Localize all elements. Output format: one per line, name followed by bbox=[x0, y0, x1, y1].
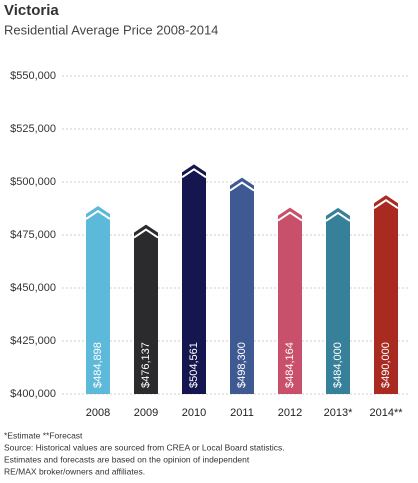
bar bbox=[134, 224, 158, 394]
chart-title: Victoria bbox=[4, 2, 59, 19]
footnote: *Estimate **Forecast bbox=[4, 430, 83, 440]
chart-subtitle: Residential Average Price 2008-2014 bbox=[4, 22, 218, 37]
value-label: $504,561 bbox=[188, 342, 200, 388]
bar-chevron bbox=[133, 228, 159, 239]
value-label: $484,000 bbox=[332, 342, 344, 388]
footnote: Source: Historical values are sourced fr… bbox=[4, 442, 285, 452]
value-label: $498,300 bbox=[236, 342, 248, 388]
bar bbox=[278, 207, 302, 394]
bar bbox=[326, 207, 350, 394]
bar-chevron bbox=[181, 168, 207, 179]
bar-chevron bbox=[277, 211, 303, 222]
x-tick-label: 2008 bbox=[86, 407, 110, 419]
y-tick-label: $475,000 bbox=[10, 229, 56, 241]
x-tick-label: 2010 bbox=[182, 407, 206, 419]
y-tick-label: $450,000 bbox=[10, 282, 56, 294]
y-tick-label: $425,000 bbox=[10, 335, 56, 347]
x-tick-label: 2014** bbox=[369, 407, 403, 419]
value-label: $476,137 bbox=[140, 342, 152, 388]
bar-chevron bbox=[229, 181, 255, 192]
bar bbox=[230, 177, 254, 394]
x-tick-label: 2009 bbox=[134, 407, 158, 419]
bar bbox=[182, 164, 206, 394]
y-tick-label: $400,000 bbox=[10, 388, 56, 400]
footnote: RE/MAX broker/owners and affiliates. bbox=[4, 466, 145, 476]
x-tick-label: 2012 bbox=[278, 407, 302, 419]
bar-chevron bbox=[85, 209, 111, 220]
y-tick-label: $525,000 bbox=[10, 123, 56, 135]
footnote: Estimates and forecasts are based on the… bbox=[4, 454, 250, 464]
value-label: $484,898 bbox=[92, 342, 104, 388]
y-tick-label: $550,000 bbox=[10, 70, 56, 82]
value-label: $484,164 bbox=[284, 342, 296, 388]
bar-chevron bbox=[373, 198, 399, 210]
x-tick-label: 2013* bbox=[324, 407, 353, 419]
value-label: $490,000 bbox=[380, 342, 392, 388]
bar bbox=[86, 206, 110, 394]
bar bbox=[374, 195, 398, 394]
y-tick-label: $500,000 bbox=[10, 176, 56, 188]
bar-chevron bbox=[325, 211, 351, 222]
x-tick-label: 2011 bbox=[230, 407, 254, 419]
